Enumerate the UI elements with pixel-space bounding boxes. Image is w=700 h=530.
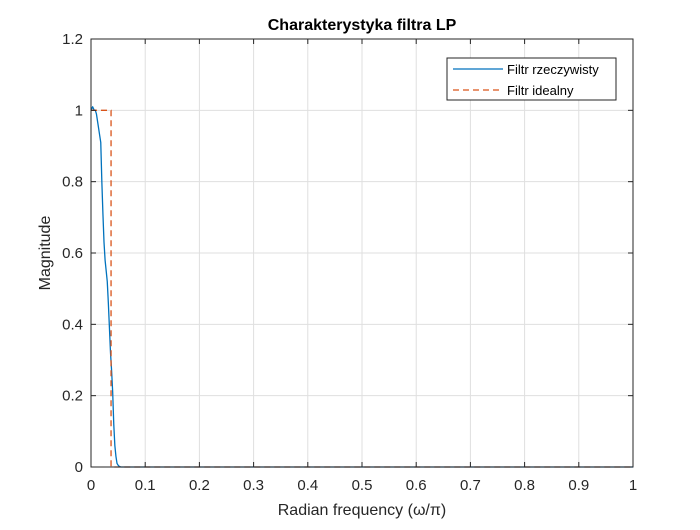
y-tick-label: 0.2 (62, 388, 83, 405)
x-tick-label: 0.6 (406, 477, 427, 494)
x-tick-label: 0 (87, 477, 95, 494)
legend-box (446, 57, 617, 101)
x-tick-label: 0.9 (568, 477, 589, 494)
tick-layer: 0 0.1 0.2 0.3 0.4 0.5 0.6 0.7 0.8 0.9 1 0 0.2 0.4 0.6 0… (62, 31, 637, 494)
y-tick-label: 0 (75, 459, 83, 476)
y-tick-label: 0.6 (62, 245, 83, 262)
chart-title: Charakterystyka filtra LP (268, 17, 457, 34)
legend: Filtr rzeczywisty Filtr idealny (446, 57, 617, 101)
legend-label-filtr-rzeczywisty: Filtr rzeczywisty (507, 62, 599, 77)
x-tick-label: 1 (629, 477, 637, 494)
y-axis-label: Magnitude (37, 216, 54, 291)
y-tick-label: 1.2 (62, 31, 83, 48)
x-tick-label: 0.1 (135, 477, 156, 494)
x-tick-label: 0.4 (297, 477, 318, 494)
x-tick-label: 0.3 (243, 477, 264, 494)
x-tick-label: 0.7 (460, 477, 481, 494)
x-tick-label: 0.2 (189, 477, 210, 494)
y-tick-label: 0.4 (62, 316, 83, 333)
legend-label-filtr-idealny: Filtr idealny (507, 83, 574, 98)
y-tick-label: 0.8 (62, 174, 83, 191)
y-tick-label: 1 (75, 102, 83, 119)
x-tick-label: 0.5 (352, 477, 373, 494)
x-axis-label: Radian frequency (ω/π) (278, 502, 447, 519)
x-tick-label: 0.8 (514, 477, 535, 494)
